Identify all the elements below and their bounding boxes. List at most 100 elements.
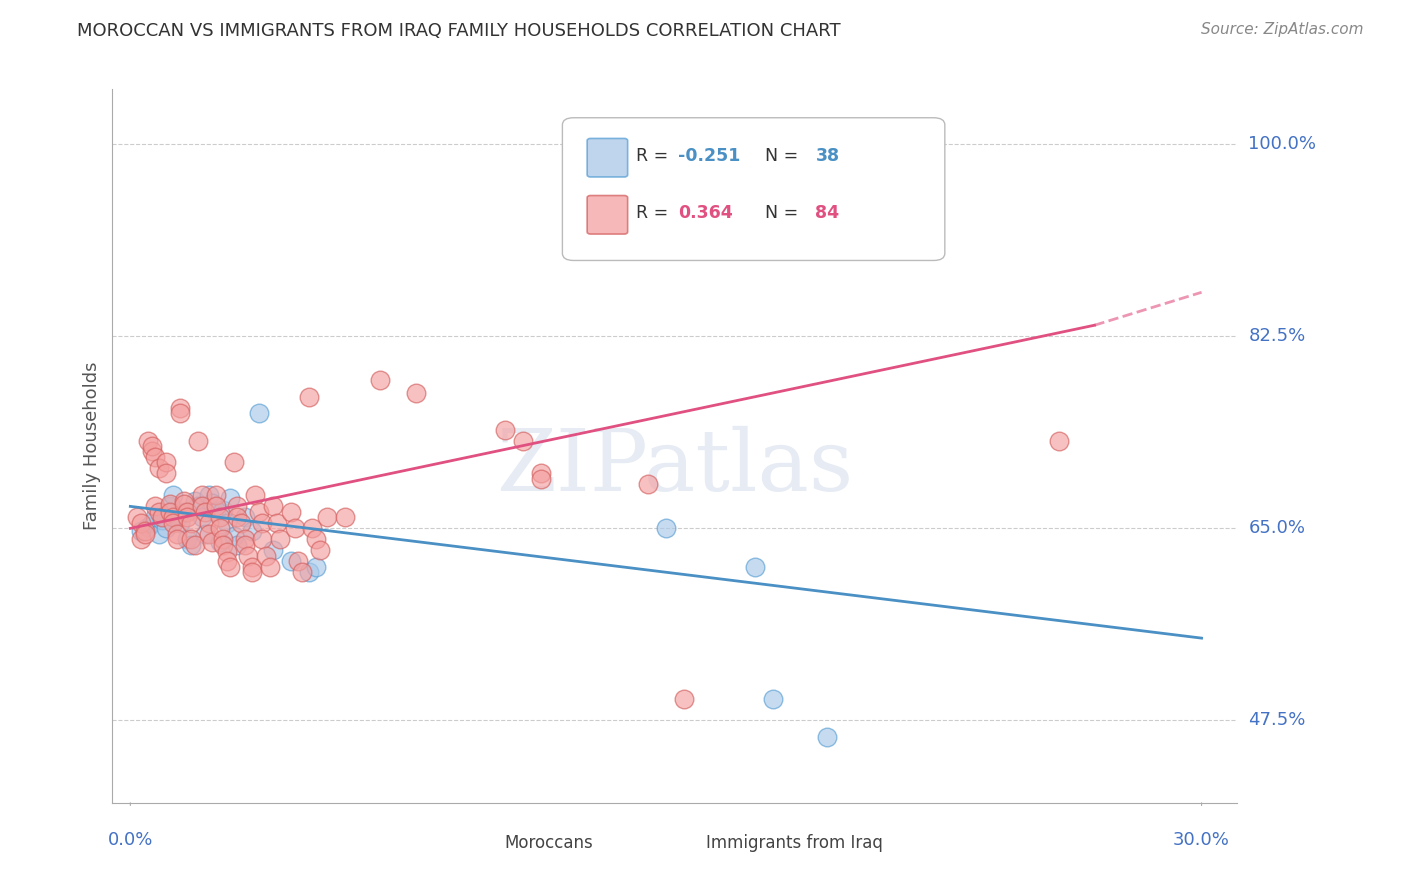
Point [176,533,198,547]
Point [219,559,242,574]
Point [183,538,205,552]
Point [166,533,188,547]
Point [155,455,177,469]
Point [262,500,284,514]
Point [762,691,785,706]
Text: N =: N = [754,203,803,221]
Point [1047,434,1070,448]
Point [233,533,256,547]
Text: 84: 84 [815,203,839,221]
Text: Moroccans: Moroccans [503,835,593,853]
Text: Source: ZipAtlas.com: Source: ZipAtlas.com [1201,22,1364,37]
Point [183,494,205,508]
Text: 65.0%: 65.0% [1249,519,1305,537]
Point [212,533,235,547]
Text: N =: N = [754,146,803,164]
Point [247,505,270,519]
Point [148,505,170,519]
Point [152,512,174,526]
Point [173,497,195,511]
FancyBboxPatch shape [588,195,627,234]
Point [238,549,260,563]
Point [240,566,263,580]
FancyBboxPatch shape [672,830,706,858]
Point [143,500,166,514]
Point [305,559,328,574]
Point [201,496,224,510]
Text: R =: R = [636,203,673,221]
Point [180,516,202,530]
Point [187,434,209,448]
Text: MOROCCAN VS IMMIGRANTS FROM IRAQ FAMILY HOUSEHOLDS CORRELATION CHART: MOROCCAN VS IMMIGRANTS FROM IRAQ FAMILY … [77,22,841,40]
Point [159,497,181,511]
Point [205,488,228,502]
Point [201,534,224,549]
Point [291,566,314,580]
Text: 0.364: 0.364 [678,203,733,221]
Point [512,434,534,448]
Point [141,516,163,530]
Point [143,510,166,524]
Point [815,730,838,744]
Point [368,373,391,387]
Point [266,516,288,530]
Text: 100.0%: 100.0% [1249,135,1316,153]
Point [159,500,181,514]
Point [215,554,238,568]
Point [155,521,177,535]
Point [134,526,156,541]
FancyBboxPatch shape [588,138,627,177]
Point [190,500,212,514]
Point [169,516,191,530]
Point [129,524,152,538]
Point [194,526,217,541]
Point [215,545,238,559]
Point [129,533,152,547]
Point [259,559,281,574]
Point [169,406,191,420]
Point [169,401,191,415]
Point [219,491,242,505]
Text: Immigrants from Iraq: Immigrants from Iraq [706,835,883,853]
Point [162,510,184,524]
Point [262,543,284,558]
Point [190,510,212,524]
Point [315,510,337,524]
Point [280,554,302,568]
Text: -0.251: -0.251 [678,146,741,164]
Point [530,467,553,481]
Point [166,510,188,524]
Point [208,521,231,535]
Point [247,406,270,420]
Point [127,510,149,524]
Point [233,538,256,552]
Point [287,554,309,568]
Point [180,533,202,547]
Point [143,450,166,464]
Point [308,543,330,558]
Point [215,516,238,530]
Point [212,502,235,516]
Point [226,500,249,514]
Point [254,549,277,563]
Point [141,439,163,453]
Text: 0.0%: 0.0% [108,830,153,848]
Point [136,520,159,534]
Point [136,434,159,448]
Point [208,510,231,524]
Point [190,488,212,502]
Point [173,494,195,508]
Point [252,533,274,547]
Point [333,510,356,524]
Point [298,566,321,580]
Point [252,516,274,530]
Point [205,505,228,519]
Point [494,423,516,437]
Point [637,477,659,491]
Point [269,533,291,547]
FancyBboxPatch shape [562,118,945,260]
Text: 38: 38 [815,146,839,164]
Point [205,500,228,514]
Point [176,505,198,519]
Point [240,524,263,538]
